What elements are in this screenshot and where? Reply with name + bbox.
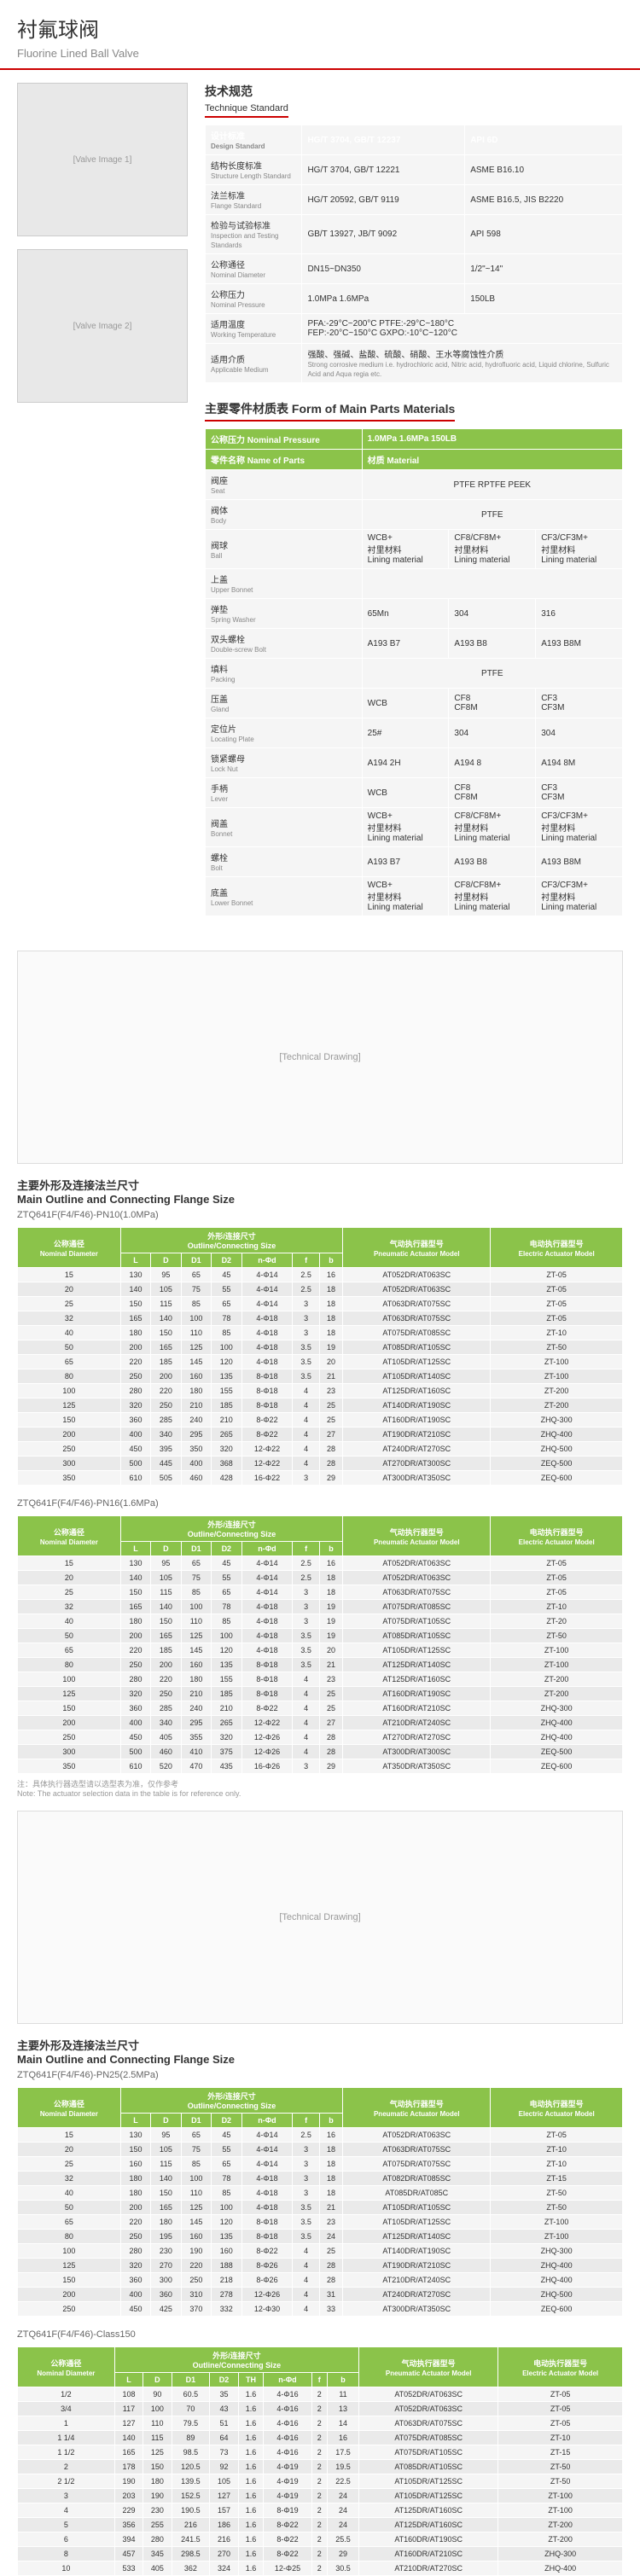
tech-standard-title: 技术规范Technique Standard bbox=[205, 83, 288, 118]
dim-table-1: 公称通径Nominal Diameter外形/连接尺寸Outline/Conne… bbox=[17, 1227, 623, 1486]
dim-table-4: 公称通径Nominal Diameter外形/连接尺寸Outline/Conne… bbox=[17, 2346, 623, 2576]
table3-title: ZTQ641F(F4/F46)-PN25(2.5MPa) bbox=[17, 2070, 623, 2080]
table2-title: ZTQ641F(F4/F46)-PN16(1.6MPa) bbox=[17, 1498, 623, 1509]
dim-table-2: 公称通径Nominal Diameter外形/连接尺寸Outline/Conne… bbox=[17, 1515, 623, 1774]
table4-title: ZTQ641F(F4/F46)-Class150 bbox=[17, 2329, 623, 2340]
parts-materials-title: 主要零件材质表 Form of Main Parts Materials bbox=[205, 400, 455, 422]
technical-drawing-1: [Technical Drawing] bbox=[17, 951, 623, 1164]
parts-materials-table: 公称压力 Nominal Pressure1.0MPa 1.6MPa 150LB… bbox=[205, 428, 623, 916]
note-1: 注：具体执行器选型请以选型表为准，仅作参考Note: The actuator … bbox=[17, 1778, 623, 1798]
product-image-2: [Valve Image 2] bbox=[17, 249, 188, 403]
tech-standard-table: 设计标准Design StandardHG/T 3704, GB/T 12237… bbox=[205, 125, 623, 383]
outline-title-1: 主要外形及连接法兰尺寸Main Outline and Connecting F… bbox=[17, 1177, 623, 1206]
table1-title: ZTQ641F(F4/F46)-PN10(1.0MPa) bbox=[17, 1210, 623, 1220]
dim-table-3: 公称通径Nominal Diameter外形/连接尺寸Outline/Conne… bbox=[17, 2087, 623, 2317]
technical-drawing-2: [Technical Drawing] bbox=[17, 1811, 623, 2024]
product-image-1: [Valve Image 1] bbox=[17, 83, 188, 236]
page-title: 衬氟球阀 bbox=[0, 0, 640, 47]
divider bbox=[0, 68, 640, 70]
page-subtitle: Fluorine Lined Ball Valve bbox=[0, 47, 640, 68]
outline-title-2: 主要外形及连接法兰尺寸Main Outline and Connecting F… bbox=[17, 2037, 623, 2066]
